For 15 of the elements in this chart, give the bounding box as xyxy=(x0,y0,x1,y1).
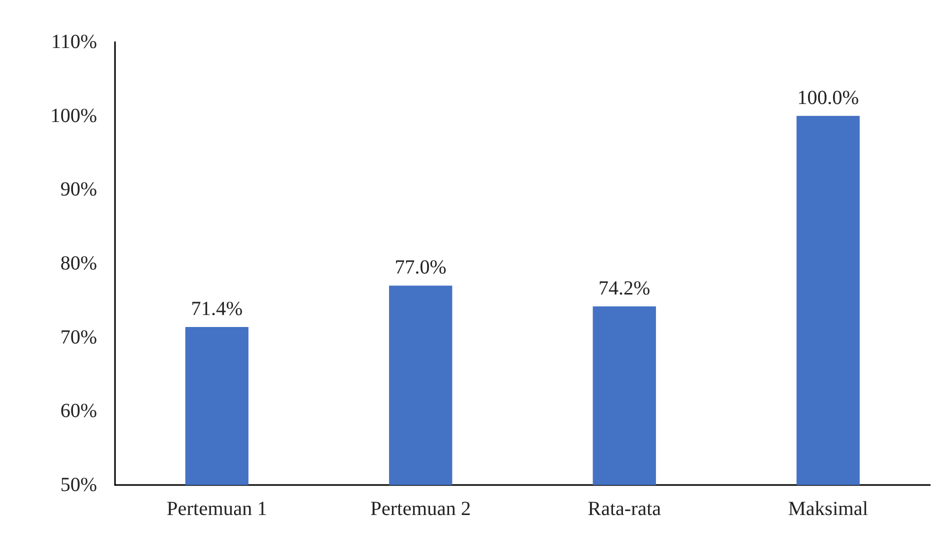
x-tick-label: Rata-rata xyxy=(588,498,662,520)
data-label: 71.4% xyxy=(191,298,243,320)
x-tick-label: Pertemuan 2 xyxy=(370,498,471,520)
data-label: 74.2% xyxy=(598,277,650,300)
y-tick-label: 70% xyxy=(60,326,97,348)
x-tick-label: Pertemuan 1 xyxy=(166,498,268,520)
y-tick-label: 60% xyxy=(60,400,97,422)
data-label: 100.0% xyxy=(797,86,859,109)
y-tick-label: 90% xyxy=(60,178,97,201)
data-label: 77.0% xyxy=(394,256,446,279)
y-tick-label: 110% xyxy=(51,31,97,53)
y-tick-label: 80% xyxy=(60,252,97,274)
y-tick-label: 100% xyxy=(50,104,97,127)
y-tick-label: 50% xyxy=(60,474,97,496)
x-tick-label: Maksimal xyxy=(788,498,869,520)
